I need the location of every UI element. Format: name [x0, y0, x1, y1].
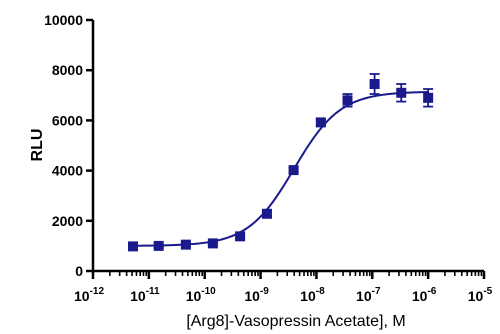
data-point: [235, 231, 246, 242]
data-point: [342, 95, 353, 106]
x-tick-label: 10-8: [300, 286, 325, 304]
y-ticks-layer: 0 2000 4000 6000 8000 10000: [44, 12, 93, 279]
data-points-layer: [127, 73, 434, 252]
x-tick-label: 10-10: [186, 286, 216, 304]
x-axis-title: [Arg8]-Vasopressin Acetate], M: [186, 313, 405, 330]
y-tick-label: 6000: [52, 112, 83, 128]
data-point: [207, 238, 218, 249]
y-tick-label: 10000: [44, 12, 83, 28]
x-tick-label: 10-11: [130, 286, 160, 304]
data-point: [369, 79, 380, 90]
data-point: [127, 241, 138, 252]
x-tick-label: 10-12: [74, 286, 104, 304]
data-point: [288, 165, 299, 176]
y-tick-label: 0: [75, 263, 83, 279]
x-ticks-layer: 10-12 10-11 10-10 10-9 10-8 10-7 10-6 10-5: [74, 271, 493, 304]
y-tick-label: 8000: [52, 62, 83, 78]
x-tick-label: 10-5: [468, 286, 493, 304]
fit-curve-layer: [132, 91, 429, 247]
y-tick-label: 4000: [52, 163, 83, 179]
x-tick-label: 10-9: [244, 286, 269, 304]
data-point: [315, 117, 326, 128]
data-point: [153, 240, 164, 251]
y-axis-title: RLU: [29, 129, 46, 162]
fit-curve: [132, 91, 429, 247]
data-point: [423, 92, 434, 103]
axes-layer: [91, 20, 484, 273]
x-tick-label: 10-7: [356, 286, 381, 304]
data-point: [261, 208, 272, 219]
data-point: [396, 87, 407, 98]
y-tick-label: 2000: [52, 213, 83, 229]
data-point: [180, 239, 191, 250]
x-tick-label: 10-6: [412, 286, 437, 304]
